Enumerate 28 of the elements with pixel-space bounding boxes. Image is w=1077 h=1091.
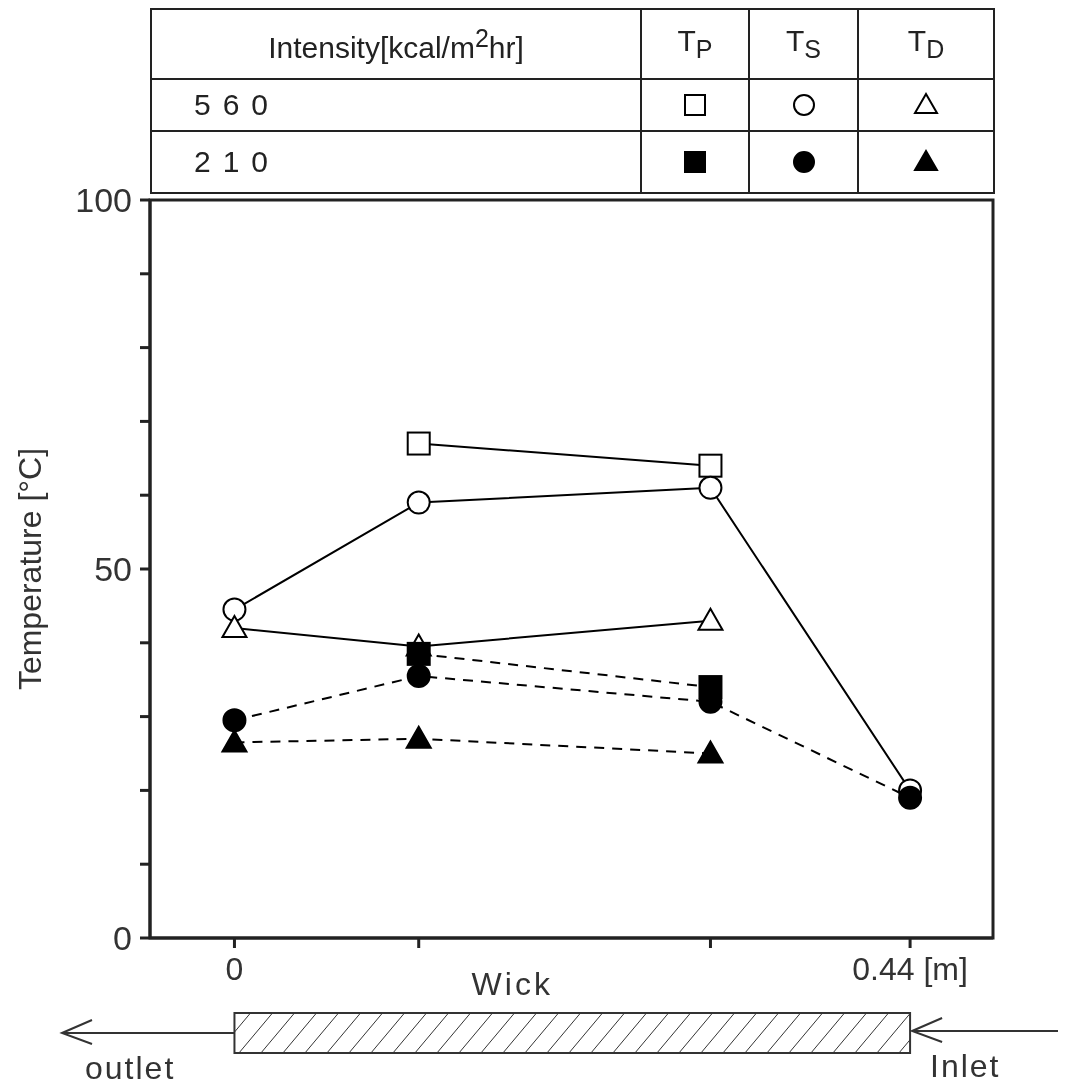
text: 560 (194, 88, 281, 121)
point (222, 708, 247, 733)
text: outlet (85, 1050, 176, 1086)
point (221, 615, 248, 639)
point (406, 641, 431, 666)
y-tick-label: 50 (94, 550, 132, 588)
point (697, 740, 724, 764)
point (406, 431, 431, 456)
text: T$_{P}$ (677, 24, 713, 63)
text: Intensity[kcal/m$^{2}$hr] (268, 23, 524, 64)
point (698, 475, 723, 500)
y-axis-title: Temperature [°C] (12, 447, 49, 691)
x-axis-title: Wick (471, 966, 553, 1002)
x-tick-label: 0.44 [m] (852, 951, 968, 987)
point (698, 453, 723, 478)
point (406, 664, 431, 689)
point (405, 725, 432, 749)
point (406, 490, 431, 515)
point (222, 597, 247, 622)
y-tick-label: 100 (75, 181, 132, 219)
text: T$_{S}$ (785, 24, 821, 63)
y-tick-label: 0 (113, 919, 132, 957)
point (898, 785, 923, 810)
point (221, 729, 248, 753)
text: T$_{D}$ (907, 24, 945, 63)
text: 210 (194, 145, 281, 178)
text: Inlet (930, 1048, 1001, 1084)
point (697, 607, 724, 631)
